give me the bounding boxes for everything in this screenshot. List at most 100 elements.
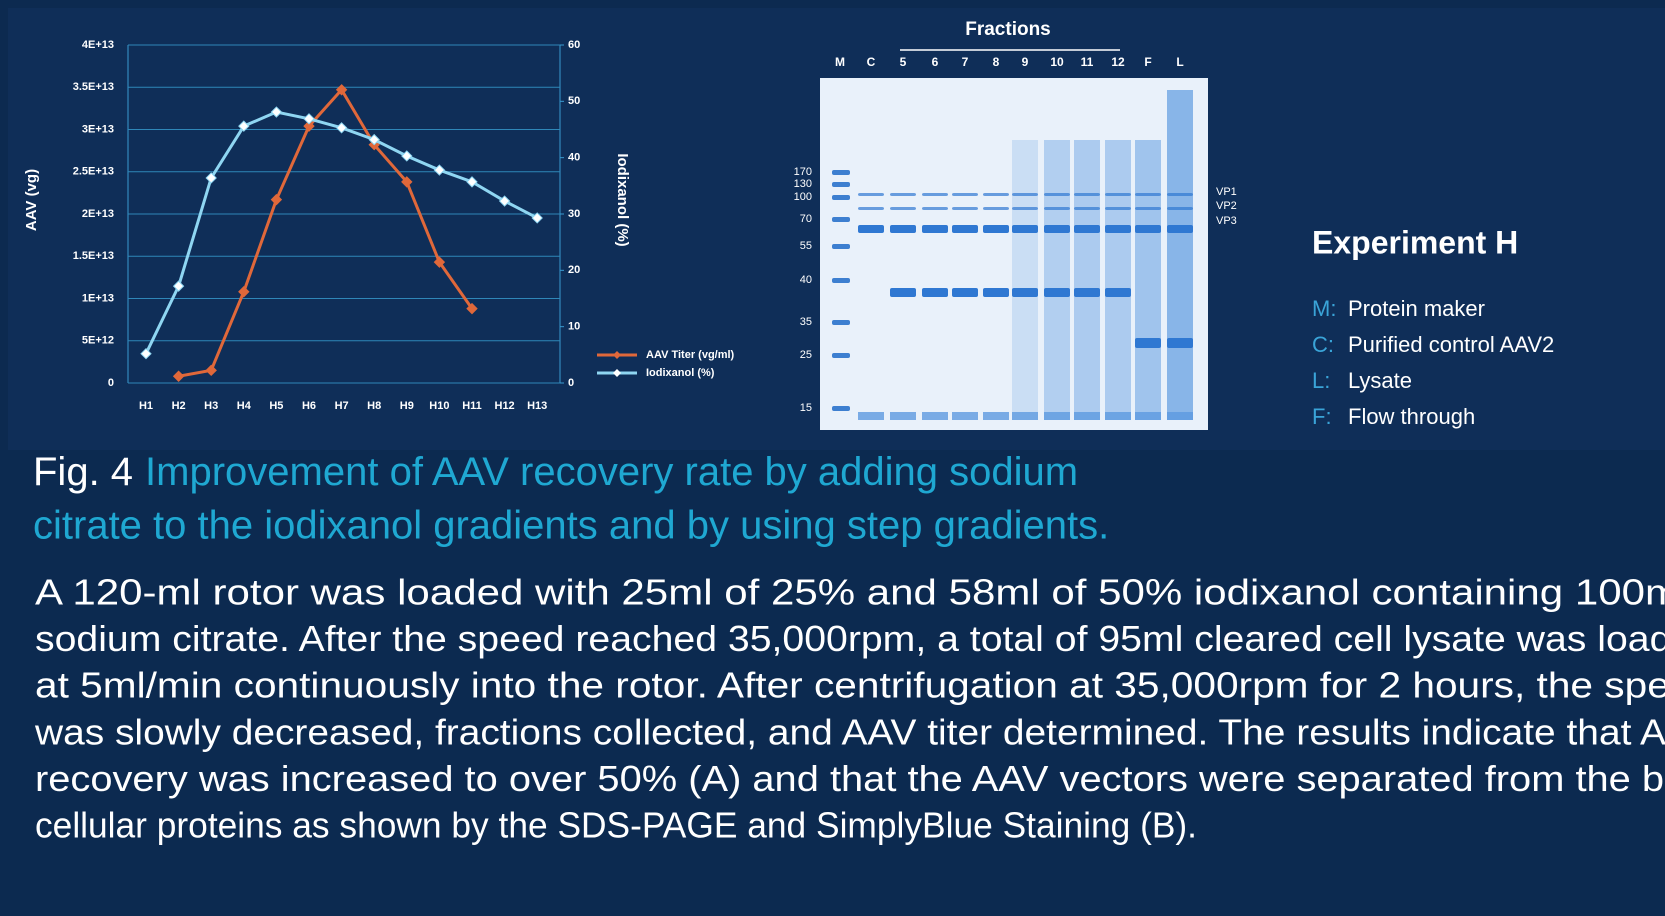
lane-smear	[1135, 140, 1161, 420]
caption-title-line: Improvement of AAV recovery rate by addi…	[145, 450, 1078, 494]
y2-tick-label: 0	[568, 377, 574, 389]
x-tick-label: H2	[172, 400, 186, 412]
ladder-band	[832, 170, 850, 175]
ladder-band	[832, 244, 850, 249]
lane-smear	[1012, 140, 1038, 420]
legend-text: Protein maker	[1348, 296, 1485, 321]
dye-front	[1167, 412, 1193, 420]
legend-key: M:	[1312, 296, 1336, 321]
protein-band	[1074, 207, 1100, 210]
protein-band	[1012, 288, 1038, 297]
marker-size-label: 70	[800, 213, 812, 225]
legend-key: L:	[1312, 368, 1330, 393]
figure-label: Fig. 4	[33, 450, 133, 494]
protein-band	[1105, 207, 1131, 210]
caption-title: Fig. 4 Improvement of AAV recovery rate b…	[33, 450, 1078, 494]
protein-band	[1074, 288, 1100, 297]
protein-band	[1167, 225, 1193, 233]
lane-label: 6	[932, 55, 939, 69]
protein-band	[1012, 207, 1038, 210]
legend-key: C:	[1312, 332, 1334, 357]
protein-band	[1044, 207, 1070, 210]
protein-band	[1074, 225, 1100, 233]
dye-front	[890, 412, 916, 420]
lane-smear	[1074, 140, 1100, 420]
y-tick-label: 1E+13	[82, 292, 114, 304]
dye-front	[922, 412, 948, 420]
caption-body-line: A 120-ml rotor was loaded with 25ml of 2…	[35, 572, 1665, 613]
x-tick-label: H10	[429, 400, 449, 412]
lane-label: M	[835, 55, 845, 69]
protein-band	[952, 288, 978, 297]
lane-label: F	[1144, 55, 1151, 69]
figure: AAV (vg) Iodixanol (%) 05E+121E+131.5E+1…	[0, 0, 1665, 916]
x-tick-label: H6	[302, 400, 316, 412]
lane-label: 8	[993, 55, 1000, 69]
lane-label: 10	[1050, 55, 1064, 69]
protein-band	[1105, 193, 1131, 196]
protein-band	[890, 225, 916, 233]
lane-label: 9	[1022, 55, 1029, 69]
dye-front	[1044, 412, 1070, 420]
lane-smear	[1105, 140, 1131, 420]
protein-band	[1012, 193, 1038, 196]
x-tick-label: H13	[527, 400, 547, 412]
marker-size-label: 35	[800, 316, 812, 328]
protein-band	[1135, 207, 1161, 210]
dye-front	[1105, 412, 1131, 420]
protein-band	[922, 225, 948, 233]
lane-label: C	[867, 55, 876, 69]
protein-band	[1044, 288, 1070, 297]
dye-front	[1012, 412, 1038, 420]
lane-label: 7	[962, 55, 969, 69]
protein-band	[952, 193, 978, 196]
x-tick-label: H3	[204, 400, 218, 412]
ladder-band	[832, 195, 850, 200]
marker-size-label: 130	[794, 178, 812, 190]
marker-size-label: 15	[800, 402, 812, 414]
ladder-band	[832, 217, 850, 222]
ladder-band	[832, 320, 850, 325]
y2-tick-label: 50	[568, 95, 580, 107]
x-tick-label: H4	[237, 400, 252, 412]
dye-front	[983, 412, 1009, 420]
experiment-title: Experiment H	[1312, 224, 1518, 260]
y-tick-label: 3.5E+13	[73, 81, 114, 93]
dye-front	[1074, 412, 1100, 420]
protein-band	[858, 207, 884, 210]
protein-band	[983, 225, 1009, 233]
x-tick-label: H1	[139, 400, 153, 412]
legend-text: Flow through	[1348, 404, 1475, 429]
lane-label: L	[1176, 55, 1183, 69]
protein-band	[983, 288, 1009, 297]
dye-front	[1135, 412, 1161, 420]
caption-body-line: was slowly decreased, fractions collecte…	[34, 711, 1665, 752]
protein-band	[890, 288, 916, 297]
marker-size-label: 40	[800, 274, 812, 286]
y-tick-label: 2E+13	[82, 208, 114, 220]
caption-body-line: sodium citrate. After the speed reached …	[35, 618, 1665, 659]
y-tick-label: 1.5E+13	[73, 250, 114, 262]
protein-band	[1044, 193, 1070, 196]
dye-front	[858, 412, 884, 420]
legend-label: Iodixanol (%)	[646, 367, 715, 379]
lane-label: 5	[900, 55, 907, 69]
lane-label: 12	[1111, 55, 1125, 69]
protein-band	[1044, 225, 1070, 233]
protein-band	[1167, 338, 1193, 348]
page: AAV (vg) Iodixanol (%) 05E+121E+131.5E+1…	[0, 0, 1665, 916]
legend-text: Lysate	[1348, 368, 1412, 393]
y2-tick-label: 30	[568, 208, 580, 220]
protein-band	[952, 225, 978, 233]
legend-text: Purified control AAV2	[1348, 332, 1554, 357]
protein-band	[890, 193, 916, 196]
ladder-band	[832, 278, 850, 283]
vp-label: VP2	[1216, 200, 1237, 212]
x-tick-label: H9	[400, 400, 414, 412]
protein-band	[858, 225, 884, 233]
y2-tick-label: 60	[568, 39, 580, 51]
marker-size-label: 55	[800, 240, 812, 252]
ladder-band	[832, 406, 850, 411]
protein-band	[1012, 225, 1038, 233]
y-axis-title: AAV (vg)	[23, 169, 40, 231]
